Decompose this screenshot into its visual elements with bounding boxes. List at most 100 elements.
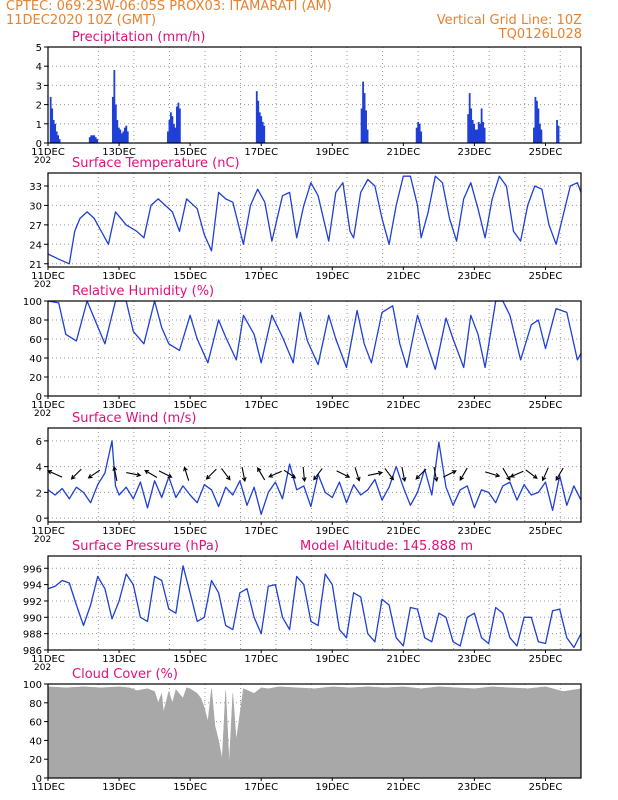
precip-bar: [470, 108, 473, 143]
x-tick-label: 13DEC: [102, 526, 136, 537]
wind-arrow: [433, 466, 439, 483]
precip-bar: [533, 127, 535, 143]
wind-arrow: [354, 467, 361, 482]
series-line: [47, 300, 582, 371]
x-tick-label: 15DEC: [173, 782, 207, 793]
wind-arrow: [205, 468, 217, 480]
wind-arrow: [541, 467, 549, 482]
wind-arrow: [415, 468, 427, 480]
panel-frame: [47, 172, 582, 268]
y-tick-label: 994: [23, 581, 42, 592]
x-tick-label: 11DEC: [31, 400, 65, 411]
precip-bar: [467, 114, 470, 143]
x-tick-label: 17DEC: [244, 782, 278, 793]
x-tick-label: 13DEC: [102, 782, 136, 793]
precip-bar: [174, 127, 177, 143]
x-tick-label: 23DEC: [458, 147, 492, 158]
panel-title: Relative Humidity (%): [72, 284, 214, 299]
precip-bar: [468, 93, 471, 143]
precip-bar: [480, 108, 483, 143]
y-tick-label: 988: [23, 630, 42, 641]
x-tick-label: 15DEC: [173, 147, 207, 158]
precip-bar: [57, 135, 60, 143]
panel-4: [44, 555, 582, 653]
precip-bar: [477, 121, 480, 143]
x-tick-label: 15DEC: [173, 654, 207, 665]
precip-bar: [556, 119, 558, 143]
y-tick-label: 100: [23, 680, 42, 691]
panel-title: Surface Temperature (nC): [72, 156, 240, 171]
x-tick-label: 11DEC: [31, 782, 65, 793]
precip-bar: [257, 100, 260, 143]
header-date: 11DEC2020 10Z (GMT): [6, 13, 157, 28]
precip-bar: [91, 135, 94, 143]
x-tick-label: 25DEC: [529, 400, 563, 411]
precip-bar: [168, 119, 171, 143]
precip-bar: [474, 129, 477, 143]
x-tick-label: 19DEC: [315, 654, 349, 665]
x-year-label: 202: [34, 535, 51, 545]
wind-arrow: [144, 469, 158, 478]
precip-bar: [170, 112, 172, 143]
wind-arrow: [268, 470, 282, 478]
precip-bar: [473, 123, 476, 143]
x-tick-label: 21DEC: [386, 654, 420, 665]
x-tick-label: 13DEC: [102, 400, 136, 411]
panel-1: [44, 172, 582, 270]
y-tick-label: 80: [29, 316, 42, 327]
y-tick-label: 3: [36, 81, 42, 92]
panel-subtitle: Model Altitude: 145.888 m: [300, 539, 473, 554]
x-year-label: 202: [34, 280, 51, 290]
x-tick-label: 17DEC: [244, 654, 278, 665]
wind-arrow: [313, 468, 323, 481]
y-tick-label: 0: [36, 139, 42, 150]
wind-arrow: [241, 466, 247, 483]
y-tick-label: 40: [29, 354, 42, 365]
series-line: [47, 175, 582, 265]
y-tick-label: 30: [29, 201, 42, 212]
precip-bar: [534, 96, 537, 143]
y-tick-label: 0: [36, 774, 42, 785]
precip-bar: [177, 102, 180, 143]
y-tick-label: 4: [36, 62, 42, 73]
panel-frame: [47, 555, 582, 651]
wind-arrow: [459, 467, 468, 481]
precip-bar: [93, 135, 96, 143]
precip-bar: [557, 125, 560, 143]
panel-0: [44, 46, 582, 146]
x-year-label: 202: [34, 663, 51, 673]
precip-bar: [471, 119, 474, 143]
precip-bar: [483, 127, 486, 143]
y-tick-label: 33: [29, 182, 42, 193]
y-tick-label: 20: [29, 755, 42, 766]
x-tick-label: 11DEC: [31, 271, 65, 282]
x-tick-label: 17DEC: [244, 526, 278, 537]
y-tick-label: 996: [23, 564, 42, 575]
precip-bar: [117, 127, 120, 143]
x-tick-label: 11DEC: [31, 147, 65, 158]
precip-bar: [365, 110, 367, 143]
precip-bar: [96, 139, 99, 143]
x-tick-label: 25DEC: [529, 654, 563, 665]
x-tick-label: 17DEC: [244, 271, 278, 282]
x-tick-label: 15DEC: [173, 526, 207, 537]
precip-bar: [537, 108, 540, 143]
precip-bar: [360, 108, 363, 143]
header-model-code: TQ0126L028: [498, 27, 582, 42]
x-tick-label: 25DEC: [529, 271, 563, 282]
y-tick-label: 4: [36, 463, 42, 474]
x-tick-label: 23DEC: [458, 526, 492, 537]
x-tick-label: 21DEC: [386, 526, 420, 537]
wind-arrow: [384, 468, 395, 481]
precip-bar: [123, 127, 126, 143]
x-tick-label: 17DEC: [244, 400, 278, 411]
precip-bar: [173, 123, 175, 143]
wind-arrow: [70, 468, 82, 480]
y-tick-label: 2: [36, 101, 42, 112]
x-year-label: 202: [34, 156, 51, 166]
wind-arrow: [555, 467, 564, 481]
wind-arrow: [126, 472, 142, 478]
y-tick-label: 1: [36, 120, 42, 131]
x-tick-label: 23DEC: [458, 271, 492, 282]
